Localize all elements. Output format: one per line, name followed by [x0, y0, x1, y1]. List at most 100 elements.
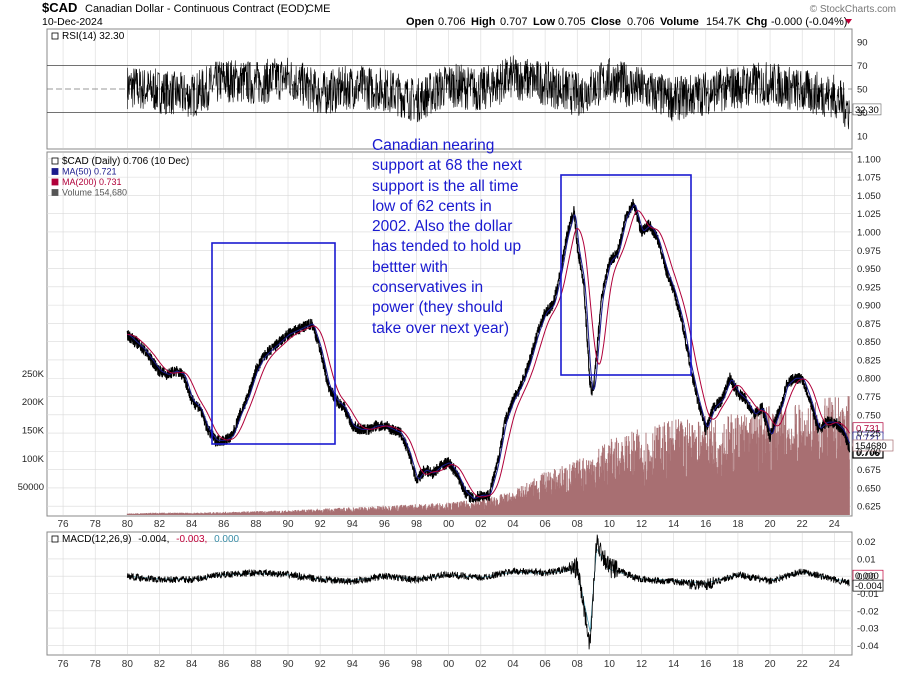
- macd-tick-label: 0.01: [857, 554, 876, 565]
- x-tick-label: 04: [507, 659, 519, 670]
- x-tick-label: 08: [572, 519, 584, 530]
- price-legend-item: MA(50) 0.721: [62, 167, 117, 177]
- rsi-label: RSI(14) 32.30: [62, 31, 125, 42]
- price-tick-label: 0.700: [857, 447, 881, 458]
- price-tick-label: 0.675: [857, 465, 881, 476]
- volume-tick-label: 250K: [22, 369, 45, 380]
- macd-last-tag-text: -0.004: [855, 581, 882, 592]
- macd-line: [126, 534, 850, 650]
- legend-swatch-icon: [51, 157, 59, 165]
- price-tick-label: 0.875: [857, 319, 881, 330]
- x-tick-label: 14: [668, 519, 680, 530]
- x-tick-label: 08: [572, 659, 584, 670]
- rsi-line: [127, 55, 850, 130]
- x-tick-label: 80: [122, 659, 134, 670]
- x-tick-label: 22: [797, 519, 809, 530]
- x-tick-label: 20: [764, 519, 776, 530]
- close-value: 0.706: [627, 16, 655, 28]
- rsi-legend: RSI(14) 32.30: [51, 31, 125, 42]
- price-tick-label: 0.775: [857, 392, 881, 403]
- price-tick-label: 0.625: [857, 502, 881, 513]
- x-tick-label: 78: [90, 519, 102, 530]
- x-tick-label: 92: [315, 659, 327, 670]
- x-tick-label: 84: [186, 519, 198, 530]
- price-tick-label: 0.975: [857, 246, 881, 257]
- macd-label: MACD(12,26,9): [62, 534, 131, 545]
- x-tick-label: 76: [58, 659, 70, 670]
- macd-tick-label: 0.02: [857, 537, 876, 548]
- rsi-tick-label: 10: [857, 132, 868, 143]
- chg-label: Chg: [746, 16, 767, 28]
- x-tick-label: 82: [154, 659, 166, 670]
- x-tick-label: 10: [604, 659, 616, 670]
- macd-tick-label: -0.04: [857, 641, 879, 652]
- price-legend-item: $CAD (Daily) 0.706 (10 Dec): [62, 156, 189, 167]
- x-tick-label: 86: [218, 659, 230, 670]
- volume-bars: [126, 396, 850, 515]
- x-tick-label: 96: [379, 519, 391, 530]
- chg-value: -0.000 (-0.04%): [771, 16, 847, 28]
- rsi-tick-label: 30: [857, 108, 868, 119]
- x-tick-label: 84: [186, 659, 198, 670]
- low-value: 0.705: [558, 16, 586, 28]
- volume-last-tag-box: [852, 439, 894, 452]
- price-tick-label: 1.100: [857, 154, 881, 165]
- price-last-tag-text: 0.706: [856, 448, 880, 459]
- price-legend: $CAD (Daily) 0.706 (10 Dec)MA(50) 0.721M…: [51, 156, 189, 198]
- price-panel-frame: [46, 151, 853, 517]
- rsi-last-value-tag: [852, 103, 882, 116]
- x-tick-label: 02: [475, 659, 487, 670]
- annotation-text: Canadian nearing support at 68 the next …: [372, 137, 522, 337]
- x-tick-label: 90: [282, 659, 294, 670]
- x-tick-label: 18: [732, 519, 744, 530]
- x-tick-label: 18: [732, 659, 744, 670]
- price-legend-item: Volume 154,680: [62, 188, 127, 198]
- x-tick-label: 24: [829, 659, 841, 670]
- x-tick-label: 06: [540, 519, 552, 530]
- price-tick-label: 0.850: [857, 337, 881, 348]
- low-label: Low: [533, 16, 555, 28]
- x-tick-label: 88: [250, 659, 262, 670]
- x-tick-label: 98: [411, 519, 423, 530]
- rsi-tick-label: 90: [857, 37, 868, 48]
- x-tick-label: 02: [475, 519, 487, 530]
- x-tick-label: 00: [443, 659, 455, 670]
- down-arrow-icon: [845, 19, 852, 24]
- x-tick-label: 16: [700, 519, 712, 530]
- macd-tick-label: -0.01: [857, 589, 879, 600]
- macd-tick-label: -0.03: [857, 624, 879, 635]
- rsi-last-value-text: 32.30: [855, 105, 879, 116]
- macd-tick-label: 0.00: [857, 572, 876, 583]
- chart-symbol: $CAD: [42, 0, 77, 15]
- highlight-box-1986-1992: [211, 242, 336, 445]
- x-tick-label: 22: [797, 659, 809, 670]
- price-last-tag-text: 0.721: [856, 433, 880, 444]
- x-tick-label: 14: [668, 659, 680, 670]
- price-tick-label: 1.075: [857, 173, 881, 184]
- x-tick-label: 10: [604, 519, 616, 530]
- x-tick-label: 82: [154, 519, 166, 530]
- macd-tick-label: -0.02: [857, 606, 879, 617]
- x-tick-label: 94: [347, 519, 359, 530]
- macd-legend-text: MACD(12,26,9) -0.004, -0.003, 0.000: [62, 534, 240, 545]
- close-label: Close: [591, 16, 621, 28]
- price-tick-label: 0.725: [857, 429, 881, 440]
- x-tick-label: 98: [411, 659, 423, 670]
- legend-box-icon: [51, 32, 59, 40]
- price-tick-label: 1.025: [857, 209, 881, 220]
- price-tick-label: 0.650: [857, 483, 881, 494]
- price-tick-label: 0.900: [857, 301, 881, 312]
- price-tick-label: 1.050: [857, 191, 881, 202]
- volume-value: 154.7K: [706, 16, 742, 28]
- price-tick-label: 0.950: [857, 264, 881, 275]
- price-line: [126, 198, 850, 503]
- price-legend-item: MA(200) 0.731: [62, 177, 122, 187]
- volume-tick-label: 150K: [22, 426, 45, 437]
- x-tick-label: 04: [507, 519, 519, 530]
- price-tick-label: 0.800: [857, 374, 881, 385]
- legend-swatch-icon: [51, 168, 59, 175]
- ma200-line: [127, 210, 851, 498]
- price-tick-label: 1.000: [857, 227, 881, 238]
- price-tick-label: 0.750: [857, 410, 881, 421]
